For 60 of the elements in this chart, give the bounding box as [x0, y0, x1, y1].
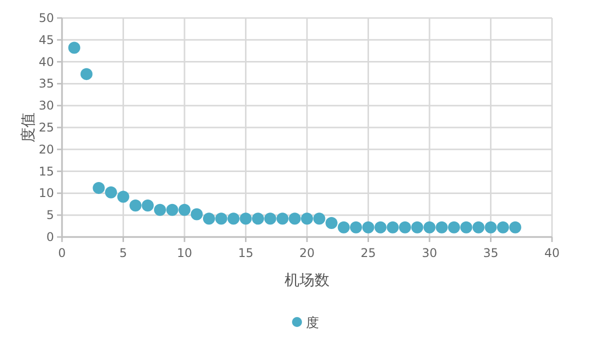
point [264, 212, 276, 225]
y-tick-label: 30 [38, 98, 54, 113]
point [362, 221, 374, 234]
x-tick-label: 20 [299, 246, 315, 260]
point [288, 212, 301, 225]
y-tick-label: 45 [38, 32, 54, 47]
point [68, 42, 80, 54]
point [460, 221, 472, 234]
y-tick-label: 50 [38, 11, 54, 25]
point [166, 204, 178, 216]
point [386, 221, 399, 234]
point [436, 221, 448, 234]
point [350, 221, 362, 234]
point [203, 212, 215, 225]
x-axis-title: 机场数 [284, 271, 330, 289]
point [92, 182, 105, 194]
point [399, 221, 411, 234]
point [326, 216, 338, 229]
point [301, 212, 313, 225]
point [411, 221, 424, 234]
point [338, 221, 350, 234]
point [374, 221, 386, 234]
legend-label: 度 [306, 315, 319, 331]
point [215, 212, 228, 225]
point [178, 204, 190, 216]
point [448, 221, 460, 234]
point [154, 204, 166, 216]
point [142, 199, 154, 212]
y-tick-label: 20 [38, 142, 54, 156]
point [190, 208, 203, 220]
y-tick-label: 10 [38, 186, 54, 200]
point [509, 221, 522, 234]
point [105, 186, 117, 198]
y-axis-title: 度值 [19, 112, 37, 142]
point [424, 221, 436, 234]
point [240, 212, 252, 225]
point [276, 212, 288, 225]
x-tick-label: 40 [544, 246, 560, 260]
point [313, 212, 326, 225]
point [228, 212, 240, 225]
point [472, 221, 484, 234]
point [130, 199, 142, 212]
y-tick-label: 25 [38, 120, 54, 134]
x-tick-label: 15 [238, 246, 254, 260]
point [117, 190, 130, 203]
x-tick-label: 0 [58, 246, 66, 260]
x-tick-label: 5 [119, 246, 128, 260]
y-tick-label: 35 [38, 76, 54, 91]
y-tick-label: 40 [38, 54, 54, 69]
x-tick-label: 35 [483, 246, 498, 260]
x-tick-label: 25 [360, 246, 376, 260]
x-tick-label: 30 [422, 246, 438, 260]
x-tick-label: 10 [176, 246, 192, 260]
point [252, 212, 264, 225]
y-tick-label: 5 [46, 208, 54, 222]
point [497, 221, 509, 234]
point [80, 68, 92, 80]
y-tick-label: 15 [38, 164, 54, 178]
y-tick-label: 0 [46, 230, 54, 244]
point [484, 221, 497, 234]
